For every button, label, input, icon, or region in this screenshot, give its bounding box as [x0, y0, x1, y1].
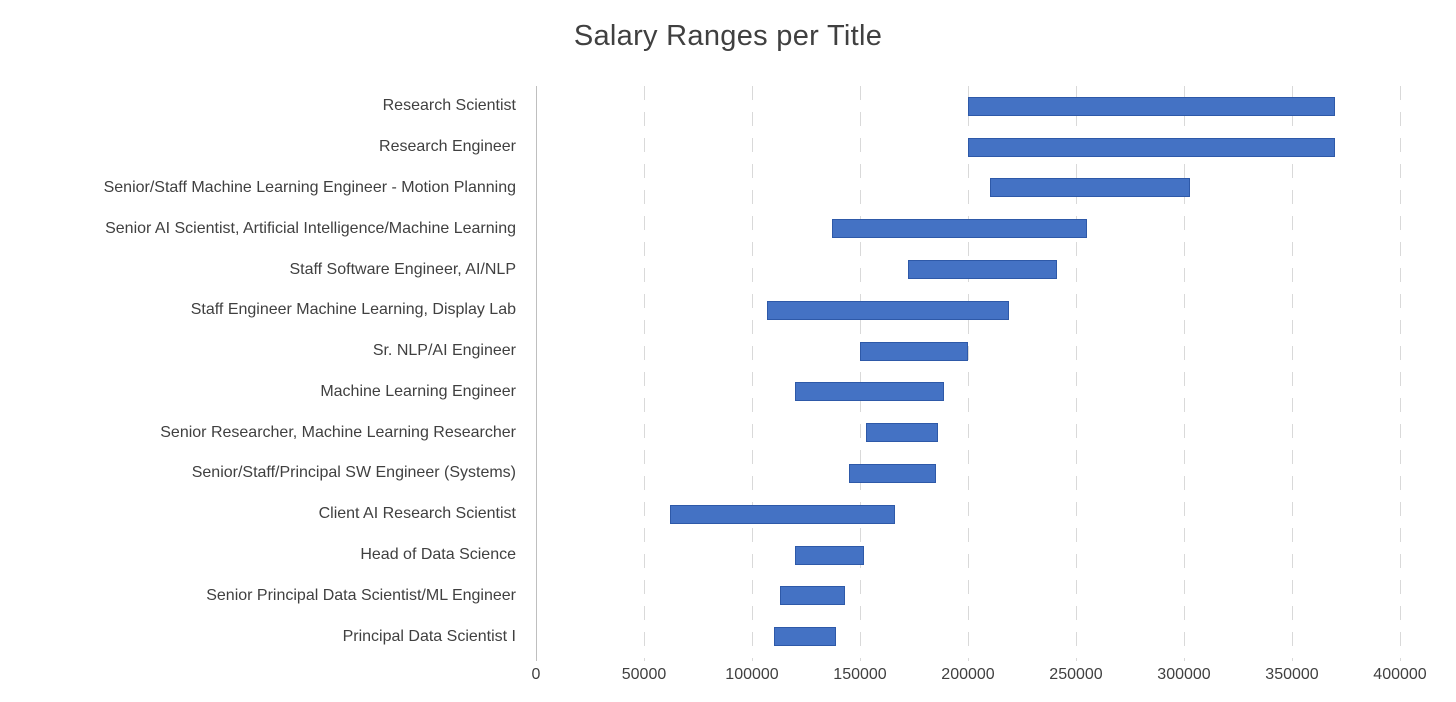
value-axis-line [535, 86, 537, 661]
category-label: Machine Learning Engineer [320, 382, 516, 400]
category-label: Head of Data Science [360, 546, 516, 564]
category-label: Research Scientist [382, 97, 516, 115]
value-axis-tick-labels: 0 50000 100000 150000 200000 250000 300000 3500… [532, 666, 1427, 690]
range-bar [795, 545, 865, 565]
x-tick-label: 100000 [725, 666, 779, 683]
category-axis-labels: Research Scientist Research Engineer Senio… [0, 86, 516, 657]
x-tick-label: 300000 [1157, 666, 1211, 683]
range-bar [849, 463, 936, 483]
category-label: Senior AI Scientist, Artificial Intellig… [105, 219, 516, 237]
range-bar [968, 96, 1336, 116]
plot-area [535, 86, 1401, 661]
x-tick-label: 50000 [621, 666, 667, 683]
category-label: Senior Researcher, Machine Learning Rese… [160, 423, 516, 441]
category-label: Senior Principal Data Scientist/ML Engin… [206, 586, 516, 604]
category-label: Client AI Research Scientist [318, 505, 516, 523]
range-bar [767, 300, 1010, 320]
x-tick-label: 200000 [941, 666, 995, 683]
vertical-gridline [751, 86, 753, 661]
range-bar [860, 341, 968, 361]
vertical-gridline [1183, 86, 1185, 661]
vertical-gridline [967, 86, 969, 661]
range-bar [831, 219, 1087, 239]
range-bar [866, 423, 938, 443]
vertical-gridline [1075, 86, 1077, 661]
range-bar [669, 504, 895, 524]
range-bar [780, 586, 845, 606]
vertical-gridline [859, 86, 861, 661]
category-label: Sr. NLP/AI Engineer [372, 342, 516, 360]
category-label: Staff Software Engineer, AI/NLP [289, 260, 516, 278]
range-bar [989, 178, 1191, 198]
vertical-gridline [1291, 86, 1293, 661]
category-label: Staff Engineer Machine Learning, Display… [190, 301, 516, 319]
range-bar [795, 382, 945, 402]
category-label: Research Engineer [379, 138, 516, 156]
category-label: Senior/Staff Machine Learning Engineer -… [103, 178, 516, 196]
category-label: Principal Data Scientist I [342, 627, 516, 645]
x-tick-label: 250000 [1049, 666, 1103, 683]
x-tick-label: 150000 [833, 666, 887, 683]
range-bar [907, 260, 1057, 280]
vertical-gridline [1399, 86, 1401, 661]
chart-title: Salary Ranges per Title [573, 20, 883, 52]
x-tick-label: 350000 [1265, 666, 1319, 683]
category-label: Senior/Staff/Principal SW Engineer (Syst… [191, 464, 516, 482]
x-tick-label: 400000 [1373, 666, 1427, 683]
x-tick-label: 0 [531, 666, 541, 683]
range-bar [773, 627, 837, 647]
vertical-gridline [643, 86, 645, 661]
range-bar [968, 137, 1336, 157]
